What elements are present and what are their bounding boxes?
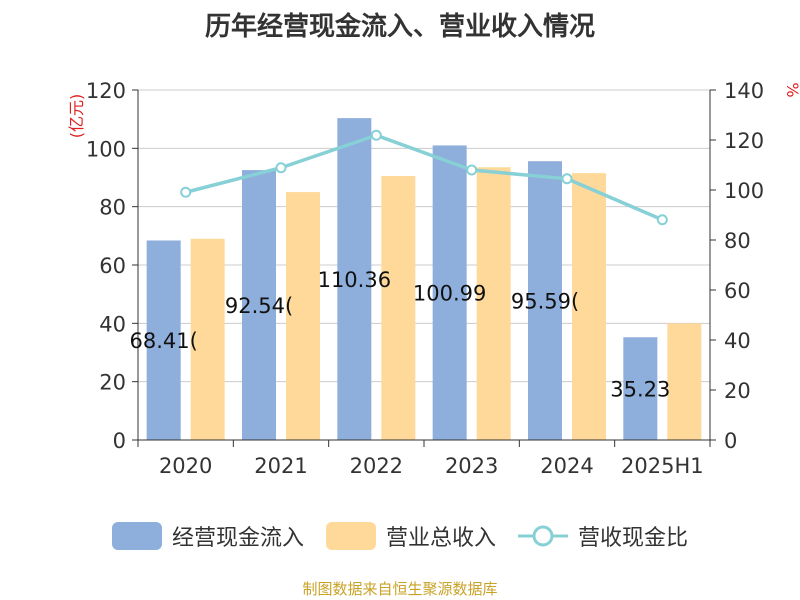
bar-total-revenue: [572, 173, 606, 440]
y-right-tick-label: 60: [724, 279, 751, 303]
point-cash-ratio: [466, 164, 478, 176]
bar-cash-inflow: [432, 145, 467, 440]
legend-label-total-revenue: 营业总收入: [385, 526, 496, 551]
x-tick-label: 2020: [159, 454, 212, 478]
legend-swatch-total-revenue: [325, 522, 376, 550]
tick-labels: 0 20 40 60 80 100 120 0 20 40 60 80 100 120 140 2020 202…: [86, 79, 764, 478]
point-cash-ratio: [275, 162, 287, 174]
legend-item-cash-inflow[interactable]: 经营现金流入: [111, 520, 304, 552]
data-label-cash-inflow: 92.54(: [225, 294, 293, 318]
legend-label-cash-ratio: 营收现金比: [578, 526, 689, 551]
chart-title: 历年经营现金流入、营业收入情况: [204, 12, 595, 42]
y-right-tick-label: 0: [724, 429, 737, 453]
legend-label-cash-inflow: 经营现金流入: [171, 526, 304, 551]
x-tick-label: 2024: [540, 454, 593, 478]
data-label-cash-inflow: 68.41(: [130, 329, 198, 353]
y-right-tick-label: 120: [724, 129, 764, 153]
point-cash-ratio: [370, 129, 382, 141]
y-left-tick-label: 60: [99, 254, 126, 278]
bar-total-revenue: [190, 238, 225, 440]
y-left-tick-label: 100: [86, 137, 126, 161]
bar-total-revenue: [381, 176, 416, 440]
y-right-tick-label: 20: [724, 379, 751, 403]
x-tick-label: 2025H1: [621, 454, 704, 478]
x-tick-label: 2023: [445, 454, 498, 478]
point-cash-ratio: [180, 186, 192, 198]
bar-total-revenue: [286, 192, 320, 440]
x-tick-label: 2022: [350, 454, 403, 478]
bar-cash-inflow: [623, 337, 658, 440]
point-cash-ratio: [561, 173, 573, 185]
gridlines: [138, 89, 710, 383]
axes: [132, 89, 716, 447]
bar-total-revenue: [476, 167, 511, 440]
y-left-axis-label: (亿元): [67, 94, 86, 139]
y-left-tick-label: 80: [99, 196, 126, 220]
y-left-tick-label: 20: [99, 371, 126, 395]
legend-item-cash-ratio[interactable]: 营收现金比: [518, 520, 688, 552]
data-labels: 68.41( 92.54( 110.36 100.99 95.59( 35.23: [130, 268, 671, 402]
legend-swatch-cash-inflow: [111, 522, 162, 550]
y-left-tick-label: 0: [113, 429, 126, 453]
y-right-tick-label: 40: [724, 329, 751, 353]
y-left-tick-label: 120: [86, 79, 126, 103]
bar-cash-inflow: [337, 118, 372, 440]
line-cash-ratio: [185, 133, 664, 222]
y-right-tick-label: 80: [724, 229, 751, 253]
legend-swatch-cash-ratio: [518, 525, 568, 547]
bar-cash-inflow: [528, 161, 562, 440]
y-left-tick-label: 40: [99, 312, 126, 336]
y-right-tick-label: 100: [724, 179, 764, 203]
bar-total-revenue: [667, 323, 702, 440]
y-right-axis-label: %: [783, 82, 800, 97]
legend-item-total-revenue[interactable]: 营业总收入: [325, 520, 496, 552]
data-label-cash-inflow: 35.23: [610, 378, 670, 402]
x-tick-label: 2021: [254, 454, 307, 478]
source-footer: 制图数据来自恒生聚源数据库: [302, 580, 498, 598]
line-series: [180, 129, 668, 226]
bar-cash-inflow: [242, 170, 276, 440]
legend: 经营现金流入 营业总收入 营收现金比: [0, 516, 800, 556]
data-label-cash-inflow: 95.59(: [511, 290, 579, 314]
data-label-cash-inflow: 110.36: [318, 268, 391, 292]
data-label-cash-inflow: 100.99: [413, 282, 486, 306]
point-cash-ratio: [656, 214, 668, 226]
y-right-tick-label: 140: [724, 79, 764, 103]
bar-series: [146, 118, 702, 440]
bar-cash-inflow: [146, 240, 181, 440]
